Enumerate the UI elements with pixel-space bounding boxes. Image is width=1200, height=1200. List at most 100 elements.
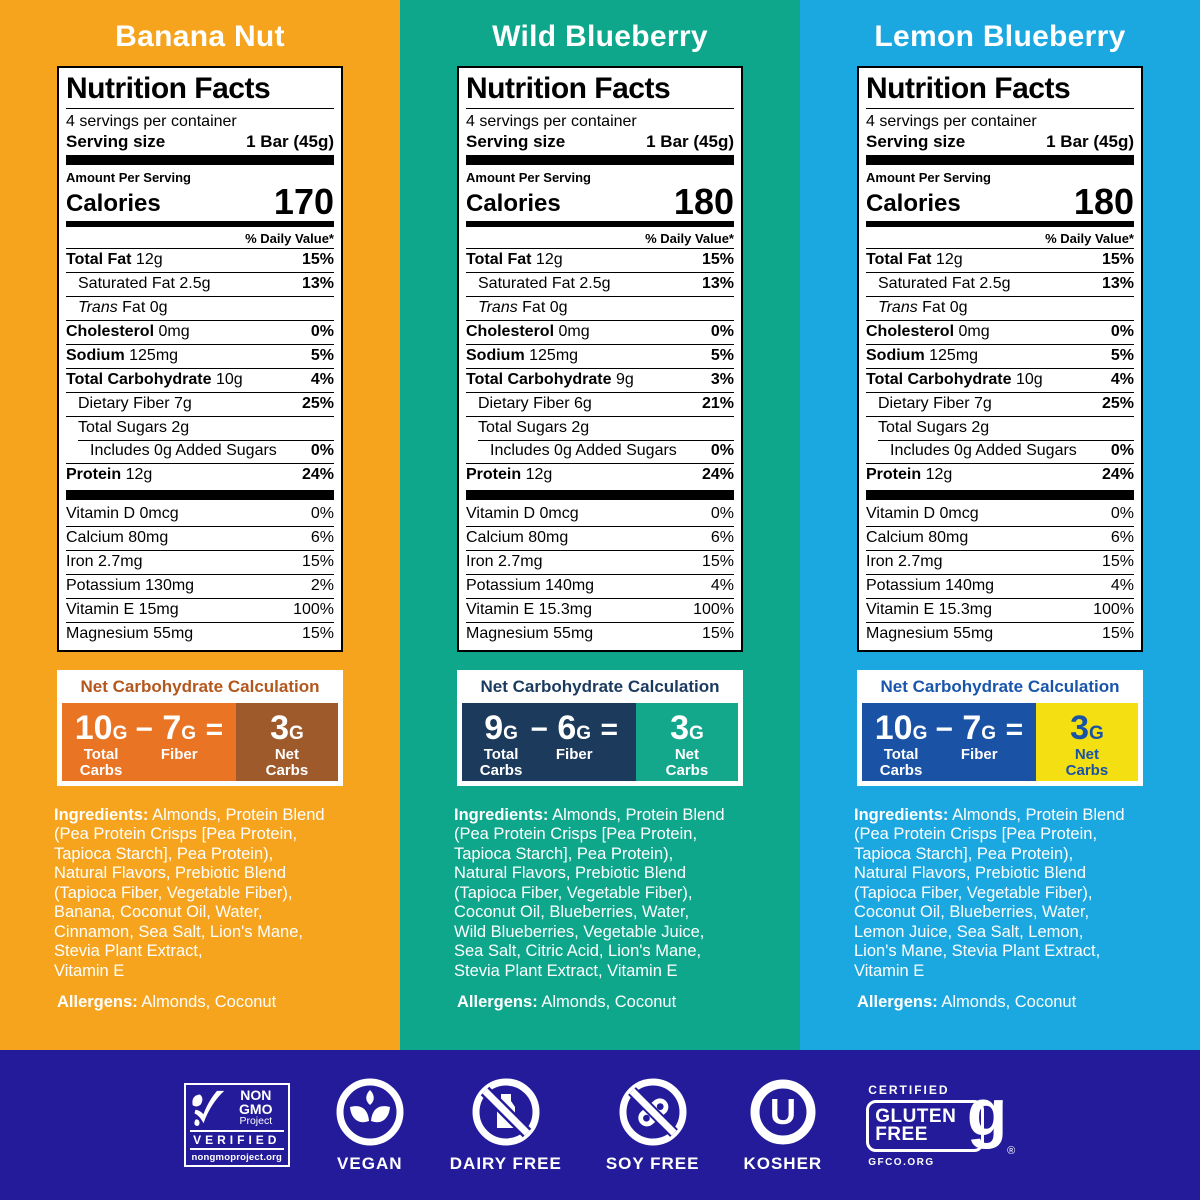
total-carbs-unit: G [503, 722, 518, 744]
fiber-unit: G [181, 722, 197, 744]
gluten-free-logo: CERTIFIED GLUTEN FREE g ® GFCO.ORG [866, 1079, 1016, 1168]
nutrient-row: Total Carbohydrate 10g 4% [866, 367, 1134, 392]
net-carbs-unit: G [689, 722, 704, 744]
ingredients-text: Ingredients: Almonds, Protein Blend (Pea… [454, 806, 746, 982]
serving-size-row: Serving size 1 Bar (45g) [466, 131, 734, 152]
nutrient-row: Total Fat 12g 15% [66, 247, 334, 272]
net-carb-title: Net Carbohydrate Calculation [80, 676, 320, 696]
fiber-value: 7 [962, 708, 982, 747]
nutrient-row: Cholesterol 0mg 0% [66, 319, 334, 344]
equals-sign: = [600, 712, 619, 746]
flavor-title: Wild Blueberry [492, 20, 708, 53]
fiber-label: Fiber [555, 745, 593, 763]
amount-per-serving-label: Amount Per Serving [866, 169, 991, 185]
allergens-list: Almonds, Coconut [941, 992, 1077, 1011]
non-gmo-line2: GMO [239, 1101, 273, 1118]
flavor-title: Banana Nut [115, 20, 285, 53]
ingredients-list: Almonds, Protein Blend (Pea Protein Cris… [454, 805, 725, 980]
serving-size-label: Serving size [66, 131, 166, 151]
calories-row: Calories 180 [866, 180, 1134, 222]
gluten-free-word2: FREE [875, 1123, 928, 1145]
serving-size-label: Serving size [866, 131, 966, 151]
ingredients-text: Ingredients: Almonds, Protein Blend (Pea… [854, 806, 1146, 982]
vitamin-row: Calcium 80mg 6% [66, 525, 334, 550]
total-carbs-value: 9 [484, 708, 504, 747]
vegan-label: VEGAN [337, 1154, 403, 1173]
divider-bar [466, 489, 734, 500]
nutrient-row: Trans Fat 0g [66, 295, 334, 320]
fiber-term: 7G Fiber [961, 711, 998, 781]
gluten-free-badge: CERTIFIED GLUTEN FREE g ® GFCO.ORG [866, 1079, 1016, 1168]
net-carb-equation-left: 10G Total Carbs − 7G Fiber = [862, 702, 1036, 781]
serving-size-value: 1 Bar (45g) [246, 131, 334, 151]
ingredients-label: Ingredients: [54, 805, 149, 824]
ingredients-list: Almonds, Protein Blend (Pea Protein Cris… [54, 805, 325, 980]
nutrient-row: Cholesterol 0mg 0% [866, 319, 1134, 344]
total-carbs-label: Total Carbs [479, 745, 523, 779]
vegan-badge: VEGAN [334, 1076, 406, 1174]
fiber-label: Fiber [160, 745, 198, 763]
serving-size-row: Serving size 1 Bar (45g) [866, 131, 1134, 152]
nutrition-facts-label: Nutrition Facts 4 servings per container… [857, 66, 1143, 652]
fiber-term: 6G Fiber [556, 711, 593, 781]
minus-sign: − [135, 712, 153, 746]
nutrient-row: Total Sugars 2g [866, 415, 1134, 440]
net-carb-equation: 10G Total Carbs − 7G Fiber = 3G Net Carb… [862, 702, 1138, 781]
nutrient-row: Trans Fat 0g [866, 295, 1134, 320]
nutrient-row: Protein 12g 24% [66, 462, 334, 487]
gluten-free-certified-text: CERTIFIED [868, 1082, 950, 1097]
kosher-ou-icon: U [750, 1079, 816, 1145]
divider-bar [66, 489, 334, 500]
allergens-list: Almonds, Coconut [141, 992, 277, 1011]
daily-value-header: % Daily Value* [1045, 230, 1134, 246]
vitamin-row: Vitamin E 15.3mg 100% [866, 597, 1134, 622]
divider-bar [66, 154, 334, 165]
nutrient-row: Saturated Fat 2.5g 13% [466, 271, 734, 296]
vitamin-row: Iron 2.7mg 15% [866, 549, 1134, 574]
nutrient-row: Saturated Fat 2.5g 13% [866, 271, 1134, 296]
net-carbs-value: 3 [270, 708, 289, 747]
serving-size-row: Serving size 1 Bar (45g) [66, 131, 334, 152]
servings-per-container: 4 servings per container [866, 112, 1037, 130]
nutrient-row: Total Carbohydrate 10g 4% [66, 367, 334, 392]
nutrition-facts-title: Nutrition Facts [866, 73, 1134, 109]
divider-bar [866, 154, 1134, 165]
vitamin-row: Magnesium 55mg 15% [66, 621, 334, 646]
equals-sign: = [1005, 712, 1024, 746]
net-carb-equation-left: 10G Total Carbs − 7G Fiber = [62, 702, 236, 781]
vitamin-row: Vitamin E 15.3mg 100% [466, 597, 734, 622]
non-gmo-project-verified-badge: NON GMO Project VERIFIED nongmoproject.o… [183, 1083, 290, 1167]
nutrient-rows: Total Fat 12g 15% Saturated Fat 2.5g 13% Tra… [866, 247, 1134, 487]
net-carb-equation: 10G Total Carbs − 7G Fiber = 3G Net Carb… [62, 702, 338, 781]
calories-value: 180 [673, 180, 734, 222]
nutrient-rows: Total Fat 12g 15% Saturated Fat 2.5g 13% Tra… [66, 247, 334, 487]
net-carb-title: Net Carbohydrate Calculation [880, 676, 1120, 696]
non-gmo-line3: Project [239, 1115, 273, 1128]
allergens-label: Allergens: [857, 992, 938, 1011]
ingredients-list: Almonds, Protein Blend (Pea Protein Cris… [854, 805, 1125, 980]
net-carb-equation: 9G Total Carbs − 6G Fiber = 3G Net Carbs [462, 702, 738, 781]
daily-value-header: % Daily Value* [245, 230, 334, 246]
nutrient-row: Includes 0g Added Sugars 0% [66, 439, 334, 463]
nutrient-rows: Total Fat 12g 15% Saturated Fat 2.5g 13% Tra… [466, 247, 734, 487]
nutrition-facts-label: Nutrition Facts 4 servings per container… [457, 66, 743, 652]
net-carbs-label: Net Carbs [1065, 745, 1109, 779]
servings-per-container: 4 servings per container [466, 112, 637, 130]
minus-sign: − [530, 712, 548, 746]
nutrient-row: Includes 0g Added Sugars 0% [466, 439, 734, 463]
vitamin-row: Vitamin D 0mcg 0% [866, 504, 1134, 522]
vitamin-row: Potassium 130mg 2% [66, 573, 334, 598]
ingredients-label: Ingredients: [854, 805, 949, 824]
divider-bar [866, 489, 1134, 500]
ingredients-label: Ingredients: [454, 805, 549, 824]
total-carbs-unit: G [112, 722, 128, 744]
net-carb-title: Net Carbohydrate Calculation [480, 676, 720, 696]
calories-value: 170 [273, 180, 334, 222]
footer: NON GMO Project VERIFIED nongmoproject.o… [0, 1050, 1200, 1200]
soy-free-label: SOY FREE [605, 1154, 700, 1173]
calories-value: 180 [1073, 180, 1134, 222]
non-gmo-verified-text: VERIFIED [189, 1129, 284, 1150]
net-carbs-result: 3G Net Carbs [1035, 702, 1138, 781]
flavor-panel: Wild Blueberry Nutrition Facts 4 serving… [400, 0, 800, 1050]
nutrient-row: Sodium 125mg 5% [466, 343, 734, 368]
